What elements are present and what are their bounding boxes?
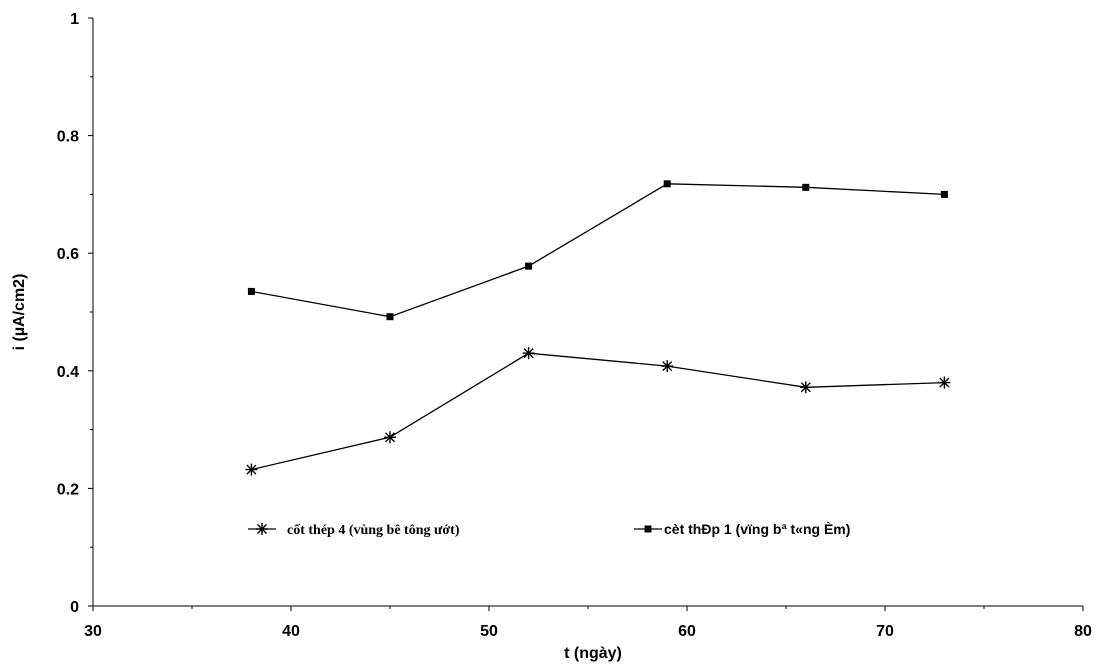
x-tick-label: 50 bbox=[480, 623, 498, 640]
y-tick-label: 0 bbox=[70, 599, 79, 616]
y-tick-label: 0.8 bbox=[57, 129, 79, 146]
data-point-square bbox=[663, 180, 671, 188]
data-point-square bbox=[802, 183, 810, 191]
y-tick-label: 0.6 bbox=[57, 246, 79, 263]
data-point-asterisk bbox=[245, 463, 258, 476]
y-tick-label: 1 bbox=[70, 11, 79, 28]
series-layer bbox=[245, 180, 951, 476]
x-axis-title: t (ngày) bbox=[564, 645, 622, 662]
ticks: 0 0.2 0.4 0.6 0.8 1 30 40 50 60 70 80 bbox=[57, 11, 1092, 640]
data-point-square bbox=[940, 190, 948, 198]
data-point-square bbox=[386, 313, 394, 321]
legend-item-series-2: cèt thÐp 1 (vïng bª t«ng Èm) bbox=[634, 521, 850, 537]
x-tick-label: 60 bbox=[678, 623, 696, 640]
data-point-asterisk bbox=[799, 381, 812, 394]
series-line-2 bbox=[251, 183, 945, 318]
series-line-1 bbox=[251, 352, 945, 471]
data-point-square bbox=[525, 262, 533, 270]
legend-item-series-1: cốt thép 4 (vùng bê tông ướt) bbox=[248, 523, 460, 538]
data-point-square bbox=[247, 287, 255, 295]
data-point-asterisk bbox=[384, 431, 396, 444]
x-tick-label: 40 bbox=[282, 623, 300, 640]
data-point-asterisk bbox=[661, 360, 674, 373]
axes bbox=[92, 18, 1083, 607]
legend: cốt thép 4 (vùng bê tông ướt) cèt thÐp 1… bbox=[248, 521, 850, 538]
x-tick-label: 70 bbox=[876, 623, 894, 640]
x-tick-label: 80 bbox=[1074, 623, 1092, 640]
legend-label-series-2: cèt thÐp 1 (vïng bª t«ng Èm) bbox=[664, 521, 850, 537]
x-tick-label: 30 bbox=[84, 623, 102, 640]
legend-label-series-1: cốt thép 4 (vùng bê tông ướt) bbox=[287, 523, 460, 538]
data-point-asterisk bbox=[938, 376, 951, 389]
legend-marker-square-icon bbox=[644, 525, 652, 533]
y-tick-label: 0.4 bbox=[57, 364, 79, 381]
y-tick-label: 0.2 bbox=[57, 481, 79, 498]
data-point-asterisk bbox=[522, 347, 535, 360]
y-axis-title: i (µA/cm2) bbox=[11, 274, 28, 351]
legend-marker-asterisk-icon bbox=[256, 523, 268, 535]
